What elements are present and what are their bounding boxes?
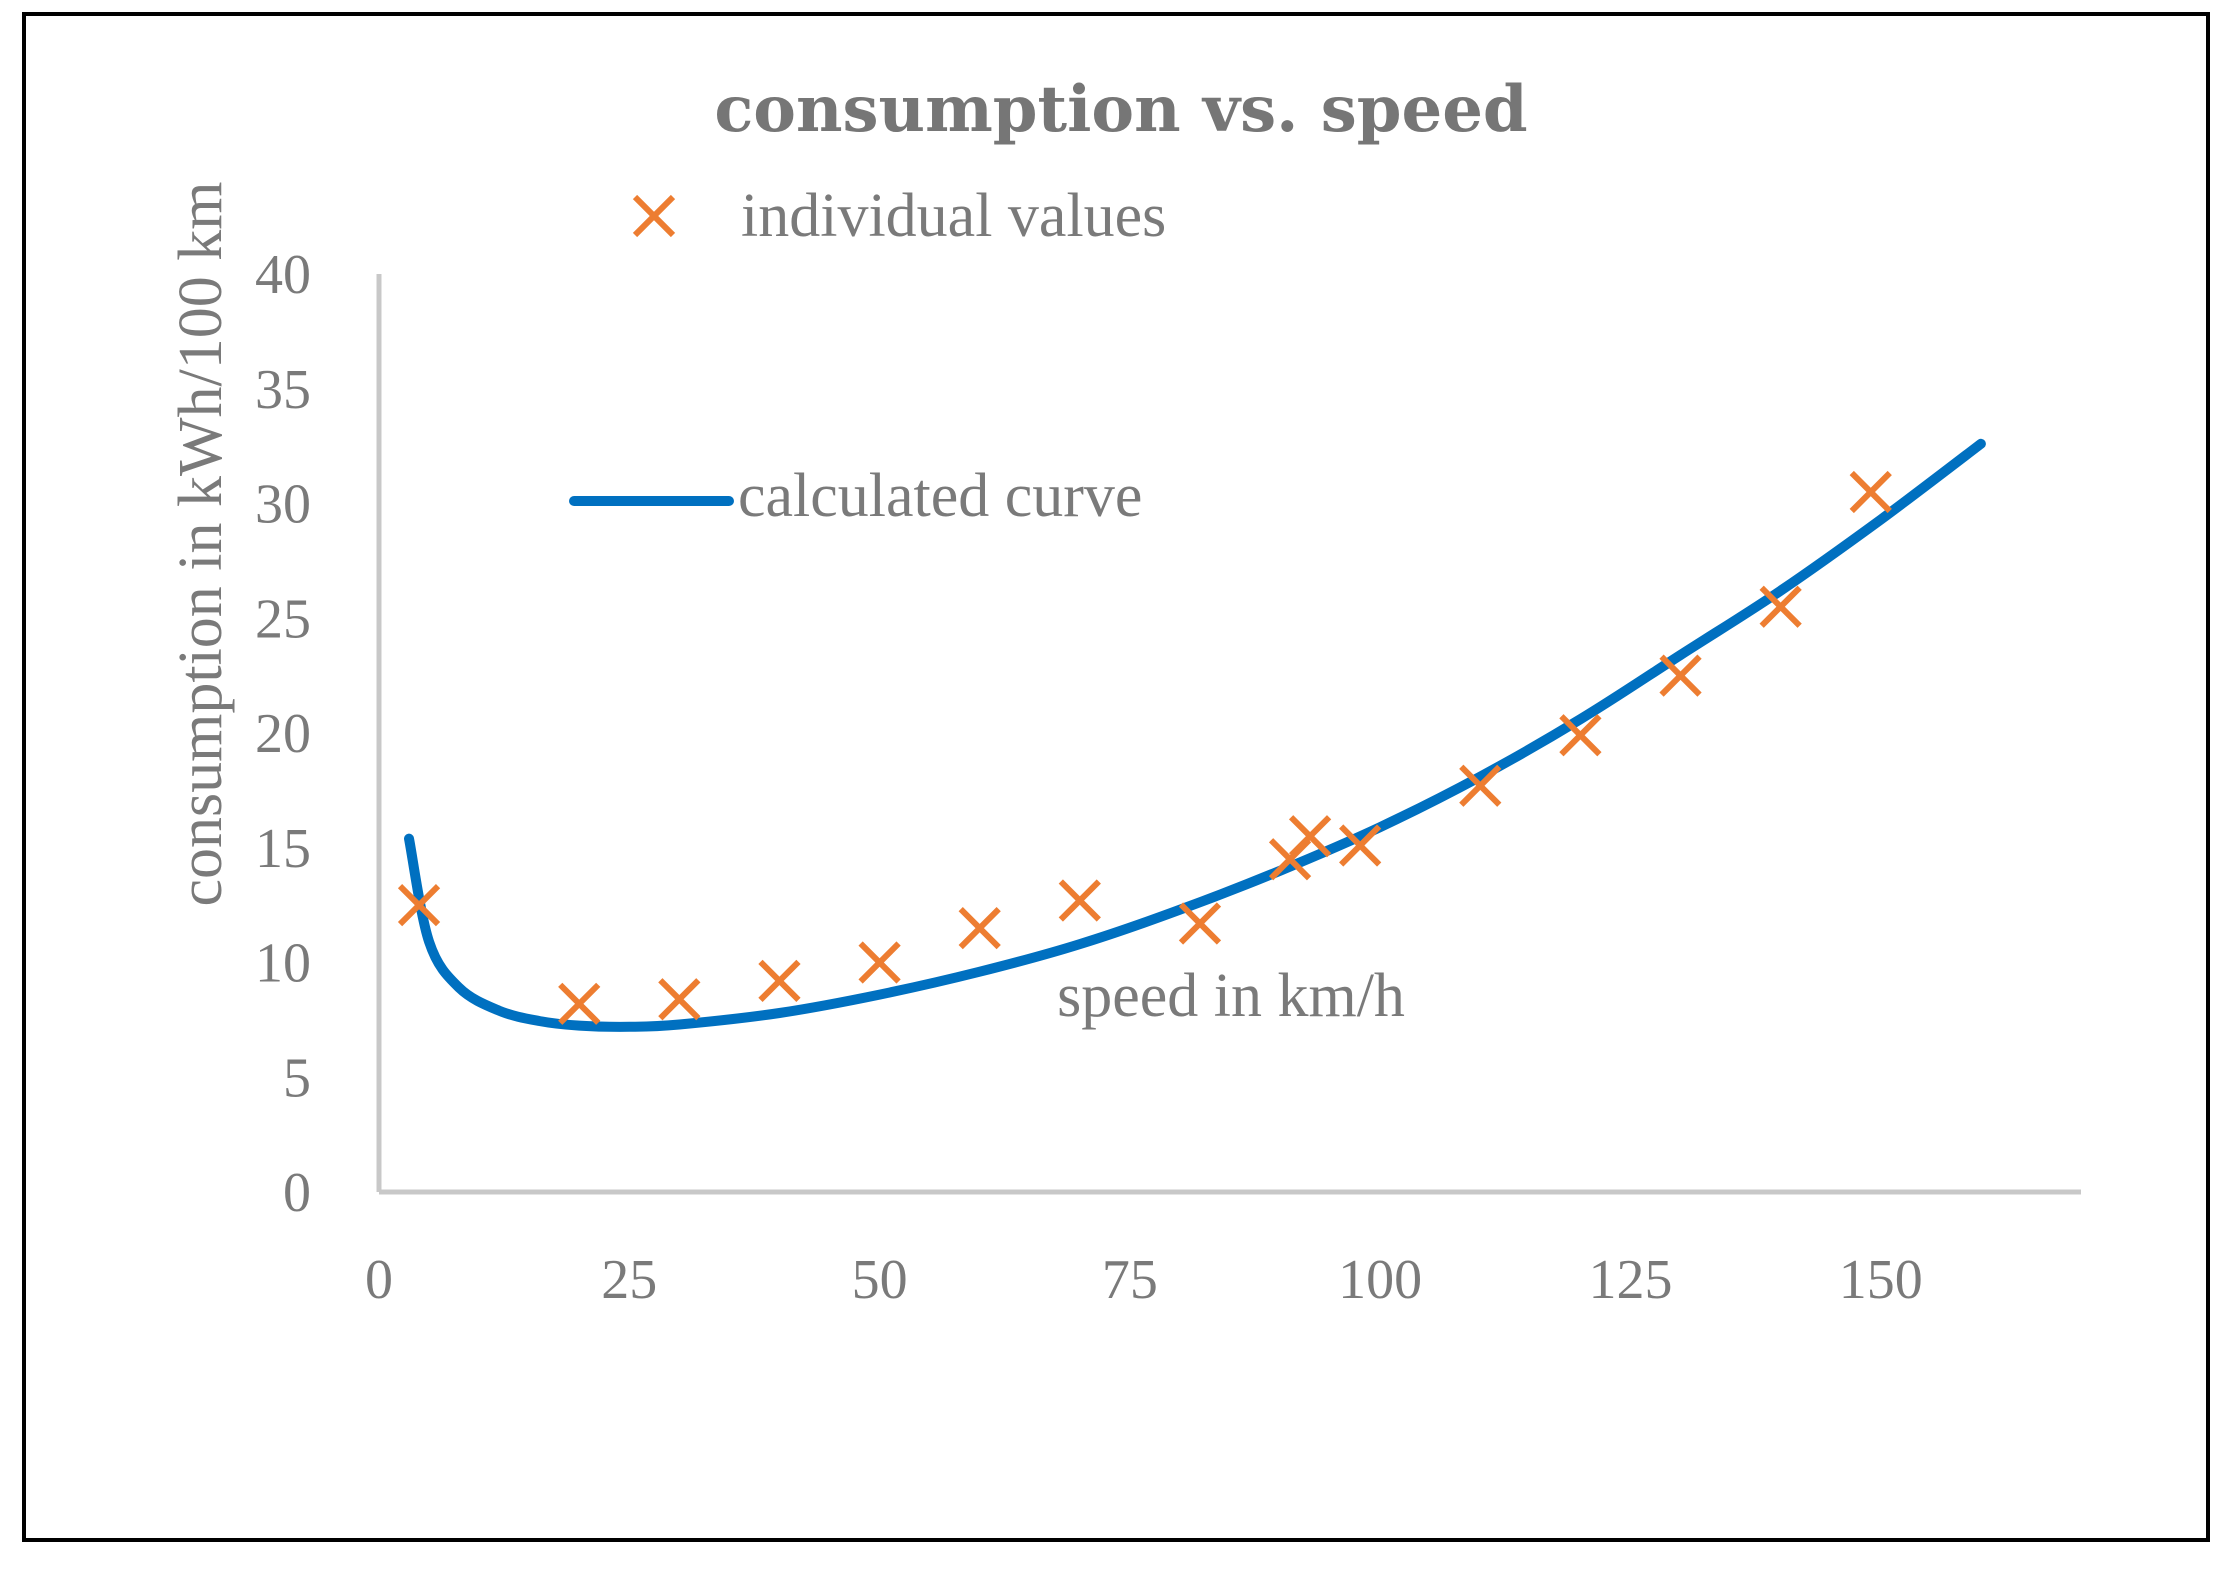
- scatter-chart: consumption vs. speed 0 5 10 15 20 25 30 35 40 0…: [167, 72, 2081, 1311]
- legend-item-calculated-curve: calculated curve: [569, 462, 1142, 530]
- data-point-x-marker: [858, 941, 901, 984]
- y-tick-label: 20: [255, 703, 311, 765]
- calculated-curve-line: [404, 438, 1986, 1032]
- y-tick-label: 10: [255, 933, 311, 995]
- data-point-x-marker: [1339, 824, 1382, 867]
- data-point-x-marker: [658, 978, 701, 1021]
- legend-x-marker: [632, 194, 676, 238]
- legend-label-calculated-curve: calculated curve: [738, 462, 1142, 530]
- data-point-x-marker: [1559, 714, 1602, 757]
- chart-frame: consumption vs. speed 0 5 10 15 20 25 30 35 40 0…: [22, 12, 2210, 1542]
- data-point-x-marker: [958, 906, 1001, 950]
- data-point-x-marker: [1659, 654, 1702, 697]
- data-point-x-marker: [1178, 902, 1222, 945]
- y-tick-label: 25: [255, 588, 311, 650]
- data-point-x-marker: [1288, 815, 1332, 858]
- y-tick-label: 15: [255, 818, 311, 880]
- x-tick-label: 150: [1839, 1249, 1923, 1311]
- x-tick-label: 0: [365, 1249, 393, 1311]
- data-point-x-marker: [758, 959, 801, 1002]
- data-point-x-marker: [1759, 585, 1802, 628]
- legend-label-individual-values: individual values: [741, 182, 1166, 250]
- data-point-x-marker: [397, 884, 441, 927]
- x-tick-label: 125: [1588, 1249, 1672, 1311]
- y-tick-label: 5: [283, 1047, 311, 1109]
- data-point-x-marker: [1058, 879, 1101, 922]
- data-point-x-marker: [1459, 764, 1502, 807]
- calculated-curve-layer: [404, 438, 1986, 1032]
- x-tick-label: 75: [1102, 1249, 1158, 1311]
- y-tick-label: 30: [255, 474, 311, 536]
- legend-marker-x-icon: [632, 194, 676, 238]
- x-tick-label: 100: [1338, 1249, 1422, 1311]
- y-axis-label: consumption in kWh/100 km: [167, 181, 235, 906]
- x-axis-label: speed in km/h: [1057, 962, 1405, 1030]
- axes: [376, 274, 2081, 1195]
- y-tick-label: 35: [255, 359, 311, 421]
- legend-item-individual-values: individual values: [632, 182, 1166, 250]
- individual-values-layer: [397, 470, 1892, 1025]
- x-tick-label: 50: [852, 1249, 908, 1311]
- legend: individual values calculated curve: [569, 182, 1166, 530]
- chart-title: consumption vs. speed: [714, 72, 1527, 147]
- y-tick-label: 0: [283, 1162, 311, 1224]
- y-tick-label: 40: [255, 244, 311, 306]
- data-point-x-marker: [1849, 470, 1892, 514]
- x-tick-labels: 0 25 50 75 100 125 150: [365, 1249, 1923, 1311]
- y-tick-labels: 0 5 10 15 20 25 30 35 40: [255, 244, 311, 1224]
- data-point-x-marker: [558, 982, 601, 1025]
- x-tick-label: 25: [601, 1249, 657, 1311]
